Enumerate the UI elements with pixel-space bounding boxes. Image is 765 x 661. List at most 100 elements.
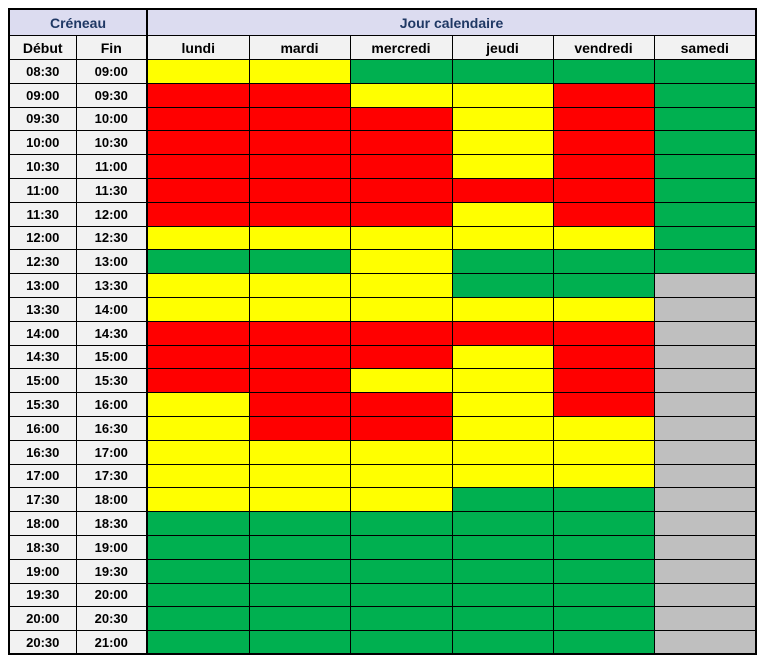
slot-vendredi-1630[interactable] — [552, 439, 655, 465]
slot-mercredi-1330[interactable] — [349, 296, 453, 322]
slot-mardi-1200[interactable] — [248, 225, 351, 251]
slot-mercredi-0830[interactable] — [349, 59, 453, 84]
slot-mercredi-1800[interactable] — [349, 511, 453, 536]
slot-vendredi-1800[interactable] — [552, 511, 655, 536]
slot-jeudi-1900[interactable] — [451, 558, 554, 584]
slot-mardi-1330[interactable] — [248, 296, 351, 322]
slot-mercredi-0900[interactable] — [349, 82, 453, 108]
slot-jeudi-1000[interactable] — [451, 130, 554, 156]
slot-vendredi-1300[interactable] — [552, 273, 655, 298]
slot-samedi-1330[interactable] — [653, 296, 757, 322]
slot-jeudi-1230[interactable] — [451, 249, 554, 275]
slot-samedi-1100[interactable] — [653, 177, 757, 203]
slot-mardi-0900[interactable] — [248, 82, 351, 108]
slot-vendredi-1430[interactable] — [552, 344, 655, 370]
slot-vendredi-1530[interactable] — [552, 392, 655, 417]
slot-mercredi-2030[interactable] — [349, 630, 453, 655]
slot-jeudi-1730[interactable] — [451, 487, 554, 513]
slot-mercredi-1030[interactable] — [349, 154, 453, 179]
slot-samedi-1130[interactable] — [653, 201, 757, 227]
slot-vendredi-0900[interactable] — [552, 82, 655, 108]
slot-samedi-2000[interactable] — [653, 606, 757, 632]
slot-mercredi-1930[interactable] — [349, 582, 453, 608]
slot-vendredi-1330[interactable] — [552, 296, 655, 322]
slot-mardi-1430[interactable] — [248, 344, 351, 370]
slot-jeudi-1600[interactable] — [451, 415, 554, 441]
slot-mardi-0930[interactable] — [248, 106, 351, 132]
slot-lundi-1700[interactable] — [146, 463, 250, 489]
slot-lundi-1230[interactable] — [146, 249, 250, 275]
slot-samedi-2030[interactable] — [653, 630, 757, 655]
slot-mardi-2000[interactable] — [248, 606, 351, 632]
slot-lundi-0930[interactable] — [146, 106, 250, 132]
slot-samedi-1830[interactable] — [653, 534, 757, 560]
slot-lundi-2000[interactable] — [146, 606, 250, 632]
slot-lundi-1300[interactable] — [146, 273, 250, 298]
slot-lundi-1030[interactable] — [146, 154, 250, 179]
slot-mercredi-1200[interactable] — [349, 225, 453, 251]
slot-mardi-1300[interactable] — [248, 273, 351, 298]
slot-samedi-1730[interactable] — [653, 487, 757, 513]
slot-samedi-1000[interactable] — [653, 130, 757, 156]
slot-lundi-1000[interactable] — [146, 130, 250, 156]
slot-lundi-1900[interactable] — [146, 558, 250, 584]
slot-vendredi-1600[interactable] — [552, 415, 655, 441]
slot-jeudi-1800[interactable] — [451, 511, 554, 536]
slot-jeudi-1500[interactable] — [451, 368, 554, 394]
slot-samedi-0830[interactable] — [653, 59, 757, 84]
slot-jeudi-1530[interactable] — [451, 392, 554, 417]
slot-samedi-1030[interactable] — [653, 154, 757, 179]
slot-vendredi-2000[interactable] — [552, 606, 655, 632]
slot-samedi-1900[interactable] — [653, 558, 757, 584]
slot-lundi-1530[interactable] — [146, 392, 250, 417]
slot-samedi-0930[interactable] — [653, 106, 757, 132]
slot-mardi-1900[interactable] — [248, 558, 351, 584]
slot-mardi-1130[interactable] — [248, 201, 351, 227]
slot-vendredi-1500[interactable] — [552, 368, 655, 394]
slot-lundi-1400[interactable] — [146, 320, 250, 346]
slot-lundi-1600[interactable] — [146, 415, 250, 441]
slot-mercredi-0930[interactable] — [349, 106, 453, 132]
slot-jeudi-1400[interactable] — [451, 320, 554, 346]
slot-mercredi-1730[interactable] — [349, 487, 453, 513]
slot-lundi-1800[interactable] — [146, 511, 250, 536]
slot-lundi-1330[interactable] — [146, 296, 250, 322]
slot-mercredi-1830[interactable] — [349, 534, 453, 560]
slot-samedi-1200[interactable] — [653, 225, 757, 251]
slot-mardi-1230[interactable] — [248, 249, 351, 275]
slot-mercredi-1130[interactable] — [349, 201, 453, 227]
slot-lundi-1500[interactable] — [146, 368, 250, 394]
slot-jeudi-0930[interactable] — [451, 106, 554, 132]
slot-jeudi-1130[interactable] — [451, 201, 554, 227]
slot-mardi-1000[interactable] — [248, 130, 351, 156]
slot-mardi-1630[interactable] — [248, 439, 351, 465]
slot-mercredi-1900[interactable] — [349, 558, 453, 584]
slot-vendredi-1100[interactable] — [552, 177, 655, 203]
slot-jeudi-1700[interactable] — [451, 463, 554, 489]
slot-samedi-1700[interactable] — [653, 463, 757, 489]
slot-lundi-1130[interactable] — [146, 201, 250, 227]
slot-lundi-1200[interactable] — [146, 225, 250, 251]
slot-lundi-1830[interactable] — [146, 534, 250, 560]
slot-vendredi-1200[interactable] — [552, 225, 655, 251]
slot-vendredi-1730[interactable] — [552, 487, 655, 513]
slot-samedi-1500[interactable] — [653, 368, 757, 394]
slot-mercredi-1430[interactable] — [349, 344, 453, 370]
slot-mercredi-1300[interactable] — [349, 273, 453, 298]
slot-lundi-0830[interactable] — [146, 59, 250, 84]
slot-jeudi-0900[interactable] — [451, 82, 554, 108]
slot-vendredi-1130[interactable] — [552, 201, 655, 227]
slot-jeudi-2030[interactable] — [451, 630, 554, 655]
slot-vendredi-1900[interactable] — [552, 558, 655, 584]
slot-mardi-1700[interactable] — [248, 463, 351, 489]
slot-jeudi-1300[interactable] — [451, 273, 554, 298]
slot-mardi-1800[interactable] — [248, 511, 351, 536]
slot-samedi-1230[interactable] — [653, 249, 757, 275]
slot-mercredi-1400[interactable] — [349, 320, 453, 346]
slot-mardi-1500[interactable] — [248, 368, 351, 394]
slot-jeudi-0830[interactable] — [451, 59, 554, 84]
slot-jeudi-1930[interactable] — [451, 582, 554, 608]
slot-mardi-1830[interactable] — [248, 534, 351, 560]
slot-mercredi-1230[interactable] — [349, 249, 453, 275]
slot-mardi-2030[interactable] — [248, 630, 351, 655]
